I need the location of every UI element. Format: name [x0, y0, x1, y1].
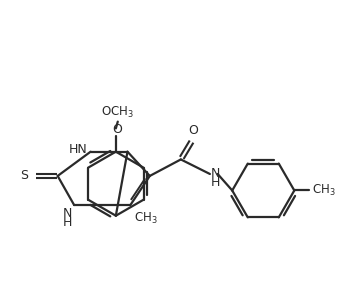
Text: N: N — [211, 166, 220, 179]
Text: S: S — [20, 170, 29, 183]
Text: CH$_3$: CH$_3$ — [312, 183, 336, 198]
Text: HN: HN — [69, 143, 88, 156]
Text: N: N — [63, 207, 72, 220]
Text: H: H — [211, 176, 220, 189]
Text: H: H — [63, 216, 72, 229]
Text: O: O — [188, 124, 198, 137]
Text: CH$_3$: CH$_3$ — [134, 211, 158, 226]
Text: OCH$_3$: OCH$_3$ — [101, 105, 134, 120]
Text: O: O — [112, 123, 122, 136]
